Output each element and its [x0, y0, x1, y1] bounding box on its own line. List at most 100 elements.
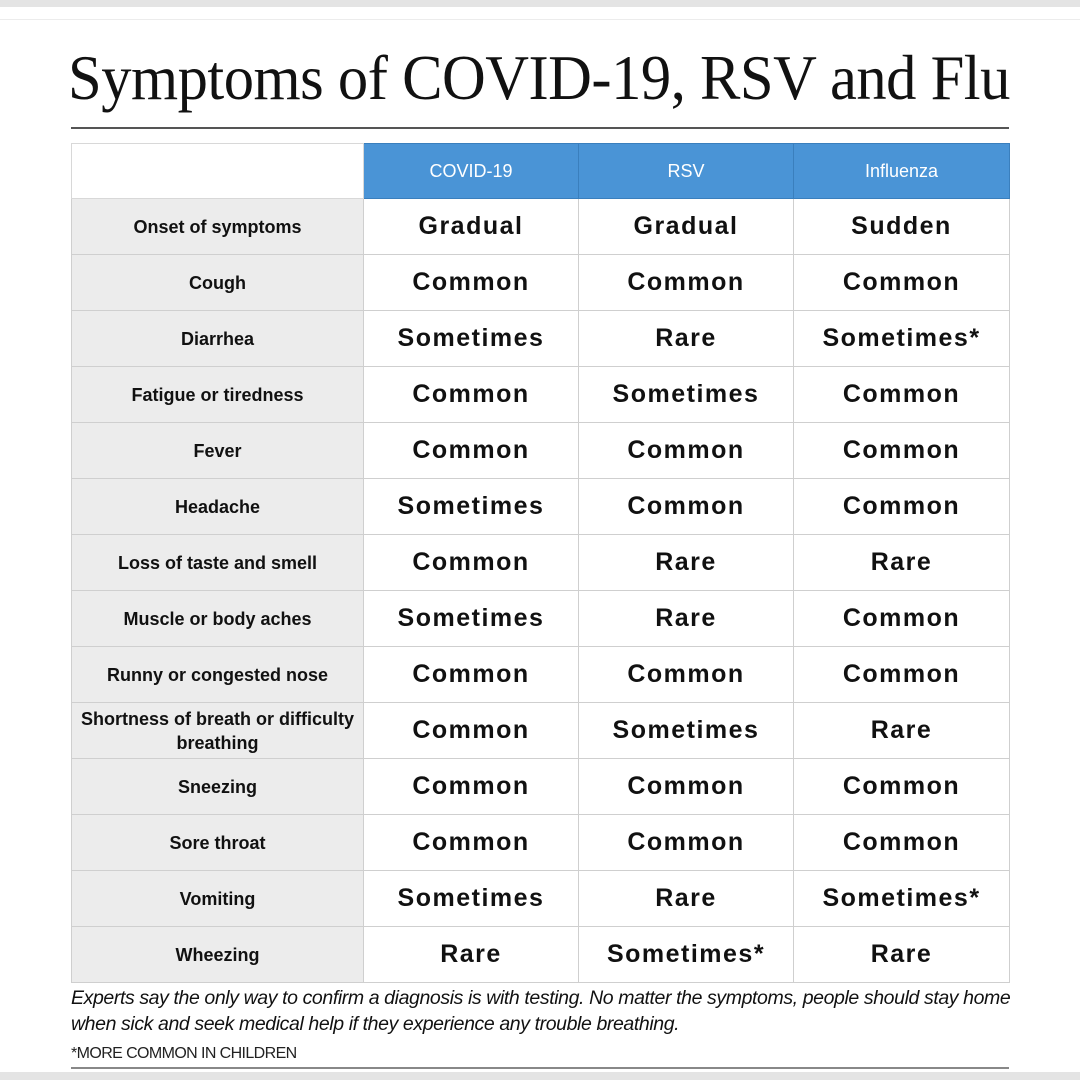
footnote: *MORE COMMON IN CHILDREN — [71, 1045, 297, 1062]
symptom-label: Shortness of breath or difficulty breath… — [71, 702, 364, 759]
symptom-frequency-cell: Common — [578, 758, 794, 815]
symptom-frequency-cell: Common — [578, 646, 794, 703]
symptom-label: Sneezing — [71, 758, 364, 815]
symptom-frequency-cell: Common — [793, 590, 1010, 647]
frequency-text: Common — [842, 660, 961, 688]
symptom-frequency-cell: Rare — [578, 870, 794, 927]
frequency-text: Sudden — [851, 212, 952, 240]
frequency-text: Common — [412, 548, 530, 576]
table-row: Muscle or body aches Sometimes Rare Common — [71, 590, 1010, 647]
frequency-text: Rare — [655, 324, 717, 352]
symptom-frequency-cell: Common — [578, 814, 794, 871]
symptom-frequency-cell: Sometimes — [363, 478, 579, 535]
symptom-frequency-cell: Common — [363, 422, 579, 479]
symptom-label: Sore throat — [71, 814, 364, 871]
frequency-text: Gradual — [418, 212, 524, 240]
symptom-frequency-cell: Common — [578, 422, 794, 479]
symptom-frequency-cell: Rare — [578, 534, 794, 591]
symptom-frequency-cell: Rare — [578, 310, 794, 367]
symptom-frequency-cell: Sometimes — [363, 590, 579, 647]
symptom-frequency-cell: Sometimes — [363, 310, 579, 367]
symptom-frequency-cell: Common — [363, 646, 579, 703]
header-row: COVID-19 RSV Influenza — [71, 143, 1010, 199]
frequency-text: Sometimes — [612, 380, 760, 408]
symptom-frequency-cell: Common — [363, 814, 579, 871]
frequency-text: Common — [627, 660, 745, 688]
frequency-text: Common — [842, 492, 961, 520]
header-influenza: Influenza — [793, 143, 1010, 199]
table-row: Fever Common Common Common — [71, 422, 1010, 479]
frequency-text: Common — [627, 268, 745, 296]
table-row: Loss of taste and smell Common Rare Rare — [71, 534, 1010, 591]
table-row: Vomiting Sometimes Rare Sometimes* — [71, 870, 1010, 927]
symptom-frequency-cell: Sudden — [793, 198, 1010, 255]
frequency-text: Common — [842, 436, 961, 464]
frequency-text: Sometimes — [397, 884, 545, 912]
symptom-frequency-cell: Rare — [578, 590, 794, 647]
table-row: Onset of symptoms Gradual Gradual Sudden — [71, 198, 1010, 255]
symptom-label: Fever — [71, 422, 364, 479]
frequency-text: Sometimes* — [606, 940, 766, 968]
symptom-frequency-cell: Rare — [793, 926, 1010, 983]
frequency-text: Rare — [870, 716, 933, 744]
symptom-frequency-cell: Rare — [363, 926, 579, 983]
frequency-text: Common — [842, 380, 961, 408]
frequency-text: Sometimes — [397, 492, 545, 520]
symptom-frequency-cell: Common — [363, 254, 579, 311]
frequency-text: Sometimes* — [822, 324, 981, 352]
frequency-text: Rare — [440, 940, 502, 968]
symptom-label: Runny or congested nose — [71, 646, 364, 703]
symptom-frequency-cell: Common — [793, 366, 1010, 423]
symptom-frequency-cell: Gradual — [578, 198, 794, 255]
symptom-label: Headache — [71, 478, 364, 535]
title-rule — [71, 127, 1009, 129]
symptom-frequency-cell: Rare — [793, 534, 1010, 591]
table-row: Diarrhea Sometimes Rare Sometimes* — [71, 310, 1010, 367]
table-row: Sore throat Common Common Common — [71, 814, 1010, 871]
symptom-frequency-cell: Sometimes* — [793, 870, 1010, 927]
table-row: Sneezing Common Common Common — [71, 758, 1010, 815]
frequency-text: Rare — [870, 940, 933, 968]
symptoms-table: COVID-19 RSV Influenza Onset of symptoms… — [71, 143, 1010, 983]
symptom-frequency-cell: Gradual — [363, 198, 579, 255]
symptom-frequency-cell: Common — [793, 422, 1010, 479]
frequency-text: Common — [842, 604, 961, 632]
table-row: Fatigue or tiredness Common Sometimes Commo… — [71, 366, 1010, 423]
frequency-text: Common — [412, 380, 530, 408]
frequency-text: Common — [627, 492, 745, 520]
symptom-frequency-cell: Common — [793, 758, 1010, 815]
symptom-frequency-cell: Common — [793, 814, 1010, 871]
frequency-text: Common — [627, 772, 745, 800]
frequency-text: Rare — [870, 548, 933, 576]
symptom-label: Loss of taste and smell — [71, 534, 364, 591]
header-blank-cell — [71, 143, 364, 199]
frequency-text: Rare — [655, 884, 717, 912]
frequency-text: Common — [412, 660, 530, 688]
frequency-text: Gradual — [633, 212, 739, 240]
symptom-label: Cough — [71, 254, 364, 311]
symptom-frequency-cell: Common — [578, 254, 794, 311]
frequency-text: Sometimes — [612, 716, 760, 744]
frequency-text: Common — [412, 268, 530, 296]
symptom-frequency-cell: Common — [363, 702, 579, 759]
symptom-frequency-cell: Common — [793, 478, 1010, 535]
frequency-text: Common — [412, 772, 530, 800]
symptom-frequency-cell: Sometimes* — [578, 926, 794, 983]
symptom-frequency-cell: Sometimes — [363, 870, 579, 927]
symptom-frequency-cell: Rare — [793, 702, 1010, 759]
footer-rule — [71, 1067, 1009, 1069]
page-title: Symptoms of COVID-19, RSV and Flu — [68, 43, 1010, 113]
frequency-text: Sometimes — [397, 324, 545, 352]
frequency-text: Sometimes — [397, 604, 545, 632]
frequency-text: Common — [627, 436, 745, 464]
symptom-frequency-cell: Common — [363, 758, 579, 815]
table-row: Runny or congested nose Common Common Commo… — [71, 646, 1010, 703]
symptom-label: Vomiting — [71, 870, 364, 927]
frequency-text: Common — [842, 772, 961, 800]
symptom-frequency-cell: Sometimes* — [793, 310, 1010, 367]
symptom-frequency-cell: Sometimes — [578, 366, 794, 423]
table-row: Cough Common Common Common — [71, 254, 1010, 311]
testing-note: Experts say the only way to confirm a di… — [71, 987, 1011, 1035]
symptom-frequency-cell: Common — [363, 366, 579, 423]
frequency-text: Rare — [655, 548, 717, 576]
